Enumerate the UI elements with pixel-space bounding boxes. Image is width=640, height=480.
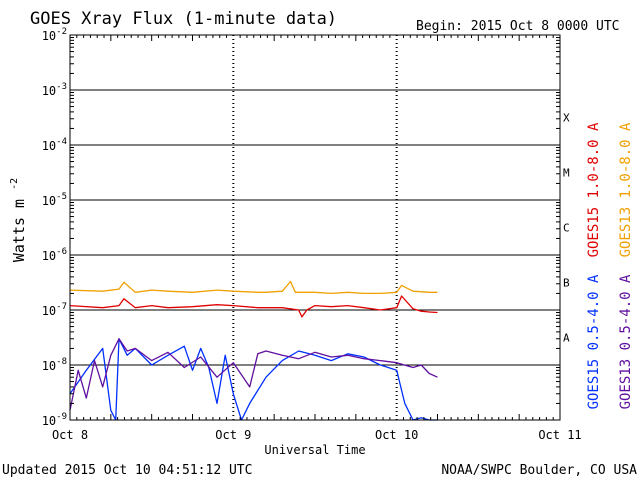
y-tick-exponent: -3	[56, 82, 67, 92]
y-axis-label-text: Watts m	[10, 199, 28, 262]
y-axis-label-exponent: -2	[9, 178, 20, 190]
flare-class-label: A	[563, 332, 570, 345]
series-line-0	[69, 295, 438, 318]
y-tick-base: 10	[42, 84, 56, 98]
flare-class-label: M	[563, 167, 570, 180]
y-tick-base: 10	[42, 359, 56, 373]
x-tick-label: Oct 10	[375, 428, 418, 442]
begin-label: Begin: 2015 Oct 8 0000 UTC	[416, 19, 620, 34]
y-tick-label: 10-2	[42, 27, 67, 43]
legend-entry-3: GOES13 0.5-4.0 A	[618, 274, 634, 409]
x-axis-label: Universal Time	[264, 443, 365, 457]
y-tick-label: 10-9	[42, 412, 67, 428]
series-line-3	[69, 338, 438, 411]
y-tick-exponent: -4	[56, 137, 67, 147]
y-tick-label: 10-7	[42, 302, 67, 318]
y-tick-exponent: -8	[56, 357, 67, 367]
y-tick-exponent: -2	[56, 27, 67, 37]
legend-entry-2: GOES15 0.5-4.0 A	[586, 274, 602, 409]
series-line-2	[69, 338, 438, 421]
y-tick-exponent: -6	[56, 247, 67, 257]
y-tick-base: 10	[42, 414, 56, 428]
plot-frame	[69, 34, 561, 421]
flare-class-labels: A B C M X	[563, 112, 570, 345]
y-axis-ticks: 10-910-810-710-610-510-410-310-2	[42, 27, 560, 428]
y-tick-base: 10	[42, 249, 56, 263]
y-tick-label: 10-4	[42, 137, 67, 153]
series-group	[69, 280, 438, 421]
x-tick-label: Oct 8	[52, 428, 88, 442]
x-tick-label: Oct 11	[538, 428, 581, 442]
y-tick-label: 10-8	[42, 357, 67, 373]
y-tick-base: 10	[42, 29, 56, 43]
legend-entry-1: GOES13 1.0-8.0 A	[618, 122, 634, 257]
y-tick-exponent: -5	[56, 192, 67, 202]
credit-text: NOAA/SWPC Boulder, CO USA	[441, 463, 637, 478]
x-axis-ticks: Oct 8 Oct 9 Oct 10 Oct 11	[52, 35, 582, 442]
y-tick-base: 10	[42, 139, 56, 153]
y-tick-base: 10	[42, 304, 56, 318]
y-tick-label: 10-6	[42, 247, 67, 263]
y-tick-exponent: -9	[56, 412, 67, 422]
grid	[70, 35, 560, 420]
chart-title: GOES Xray Flux (1-minute data)	[30, 9, 337, 29]
legend: GOES15 1.0-8.0 A GOES13 1.0-8.0 A GOES15 0…	[586, 122, 634, 409]
updated-timestamp: Updated 2015 Oct 10 04:51:12 UTC	[2, 463, 252, 478]
y-tick-label: 10-5	[42, 192, 67, 208]
flare-class-label: C	[563, 222, 570, 235]
y-tick-label: 10-3	[42, 82, 67, 98]
x-tick-label: Oct 9	[215, 428, 251, 442]
y-axis-label: Watts m -2	[9, 178, 28, 262]
legend-entry-0: GOES15 1.0-8.0 A	[586, 122, 602, 257]
series-line-1	[69, 280, 438, 295]
y-tick-exponent: -7	[56, 302, 67, 312]
y-tick-base: 10	[42, 194, 56, 208]
flare-class-label: X	[563, 112, 570, 125]
flare-class-label: B	[563, 277, 570, 290]
